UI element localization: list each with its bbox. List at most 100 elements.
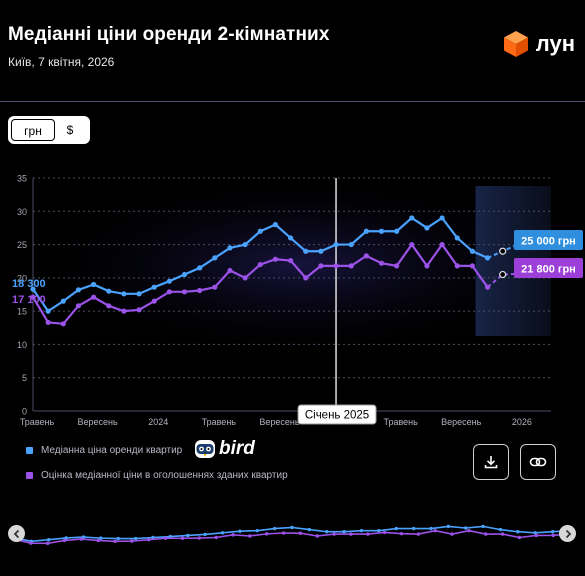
- data-point: [378, 228, 385, 234]
- link-icon: [529, 457, 547, 467]
- data-point: [197, 287, 203, 294]
- series-start-label: 18 300: [12, 278, 46, 290]
- x-tick-label: 2026: [512, 417, 532, 427]
- navigator-point: [533, 531, 537, 535]
- y-tick-label: 20: [17, 273, 27, 283]
- header-divider: [0, 101, 585, 102]
- data-point: [424, 225, 430, 231]
- series-end-badge: [514, 230, 583, 250]
- navigator-point: [307, 527, 312, 532]
- navigator-point: [498, 527, 503, 532]
- navigator-point: [272, 526, 277, 531]
- data-point: [318, 248, 324, 254]
- navigator-point: [315, 534, 319, 538]
- data-point: [439, 241, 445, 248]
- data-point: [469, 263, 475, 269]
- data-point: [409, 215, 415, 221]
- navigator-point: [550, 530, 555, 534]
- navigator-point: [203, 532, 207, 537]
- x-tick-label: Вересень: [78, 417, 118, 427]
- legend-swatch-purple: [26, 472, 33, 479]
- legend-label-median: Медіанна ціна оренди квартир: [41, 445, 183, 456]
- partner-name: bird: [219, 438, 255, 459]
- data-point: [227, 245, 233, 251]
- navigator-point: [255, 528, 259, 533]
- navigator-point: [130, 539, 134, 543]
- navigator-point: [147, 538, 151, 542]
- data-point: [60, 321, 66, 327]
- navigator-point: [298, 531, 303, 535]
- crosshair-label: Січень 2025: [305, 410, 369, 422]
- navigator-point: [214, 535, 218, 540]
- navigator-point: [29, 541, 33, 545]
- x-tick-label: Травень: [202, 417, 237, 427]
- data-point: [409, 241, 415, 248]
- navigator-point: [180, 536, 185, 540]
- data-point: [30, 286, 36, 292]
- series-end-badge: [514, 258, 583, 278]
- page-title: Медіанні ціни оренди 2-кімнатних: [8, 24, 330, 45]
- legend-item-estimate[interactable]: Оцінка медіанної ціни в оголошеннях здан…: [26, 470, 288, 481]
- navigator-point: [79, 537, 84, 541]
- navigator-point: [500, 532, 505, 536]
- y-tick-label: 35: [17, 174, 27, 184]
- data-point: [91, 294, 97, 300]
- data-point: [151, 284, 157, 290]
- partner-bird-logo[interactable]: bird: [194, 438, 255, 460]
- bird-icon: [195, 440, 215, 458]
- navigator-point: [113, 539, 117, 544]
- data-point: [75, 287, 82, 293]
- legend-item-median[interactable]: Медіанна ціна оренди квартир: [26, 445, 182, 456]
- data-point: [333, 241, 339, 248]
- navigator-point: [366, 532, 370, 536]
- navigator-point: [467, 528, 471, 533]
- crosshair-label-box: [297, 404, 377, 425]
- y-tick-label: 30: [17, 207, 27, 217]
- series-end-label: 21 800 грн: [521, 264, 576, 276]
- navigator-point: [265, 532, 269, 536]
- data-point: [181, 271, 188, 278]
- navigator-left-button[interactable]: [8, 525, 25, 542]
- data-point: [499, 247, 507, 255]
- navigator-point: [394, 526, 398, 531]
- data-point: [454, 235, 460, 241]
- data-point: [121, 291, 127, 297]
- navigator-point: [411, 526, 416, 531]
- navigator-point: [168, 534, 173, 539]
- data-point: [181, 289, 188, 295]
- download-icon: [484, 456, 498, 469]
- brand-logo[interactable]: лун: [503, 30, 575, 58]
- data-point: [287, 257, 294, 264]
- data-point: [303, 248, 309, 254]
- data-point: [394, 263, 400, 269]
- navigator-point: [359, 528, 364, 533]
- navigator-point: [450, 532, 454, 536]
- data-point: [272, 256, 279, 262]
- navigator-point: [220, 531, 225, 535]
- range-navigator[interactable]: [0, 512, 585, 556]
- navigator-point: [377, 528, 381, 533]
- navigator-point: [534, 533, 539, 538]
- navigator-point: [446, 524, 451, 529]
- currency-option-usd[interactable]: $: [66, 123, 74, 137]
- data-point: [166, 278, 172, 284]
- data-point: [363, 253, 369, 259]
- x-tick-label: Травень: [20, 417, 55, 427]
- data-point: [287, 235, 294, 241]
- navigator-point: [399, 531, 404, 536]
- share-link-button[interactable]: [520, 444, 556, 480]
- price-chart[interactable]: 0 5 10 15 20 25 30 35 Травень Вересень 2024 Травень…: [0, 150, 585, 432]
- y-tick-label: 0: [22, 407, 27, 417]
- currency-option-uah[interactable]: грн: [11, 119, 55, 141]
- series-end-label: 25 000 грн: [521, 236, 576, 248]
- chevron-left-icon: [13, 529, 19, 538]
- y-tick-label: 5: [22, 373, 27, 383]
- navigator-point: [342, 530, 346, 534]
- navigator-point: [551, 533, 555, 538]
- navigator-right-button[interactable]: [559, 525, 576, 542]
- data-point: [242, 241, 248, 248]
- currency-toggle[interactable]: грн $: [8, 116, 90, 144]
- navigator-point: [481, 524, 485, 529]
- navigator-point: [464, 526, 468, 530]
- download-button[interactable]: [473, 444, 509, 480]
